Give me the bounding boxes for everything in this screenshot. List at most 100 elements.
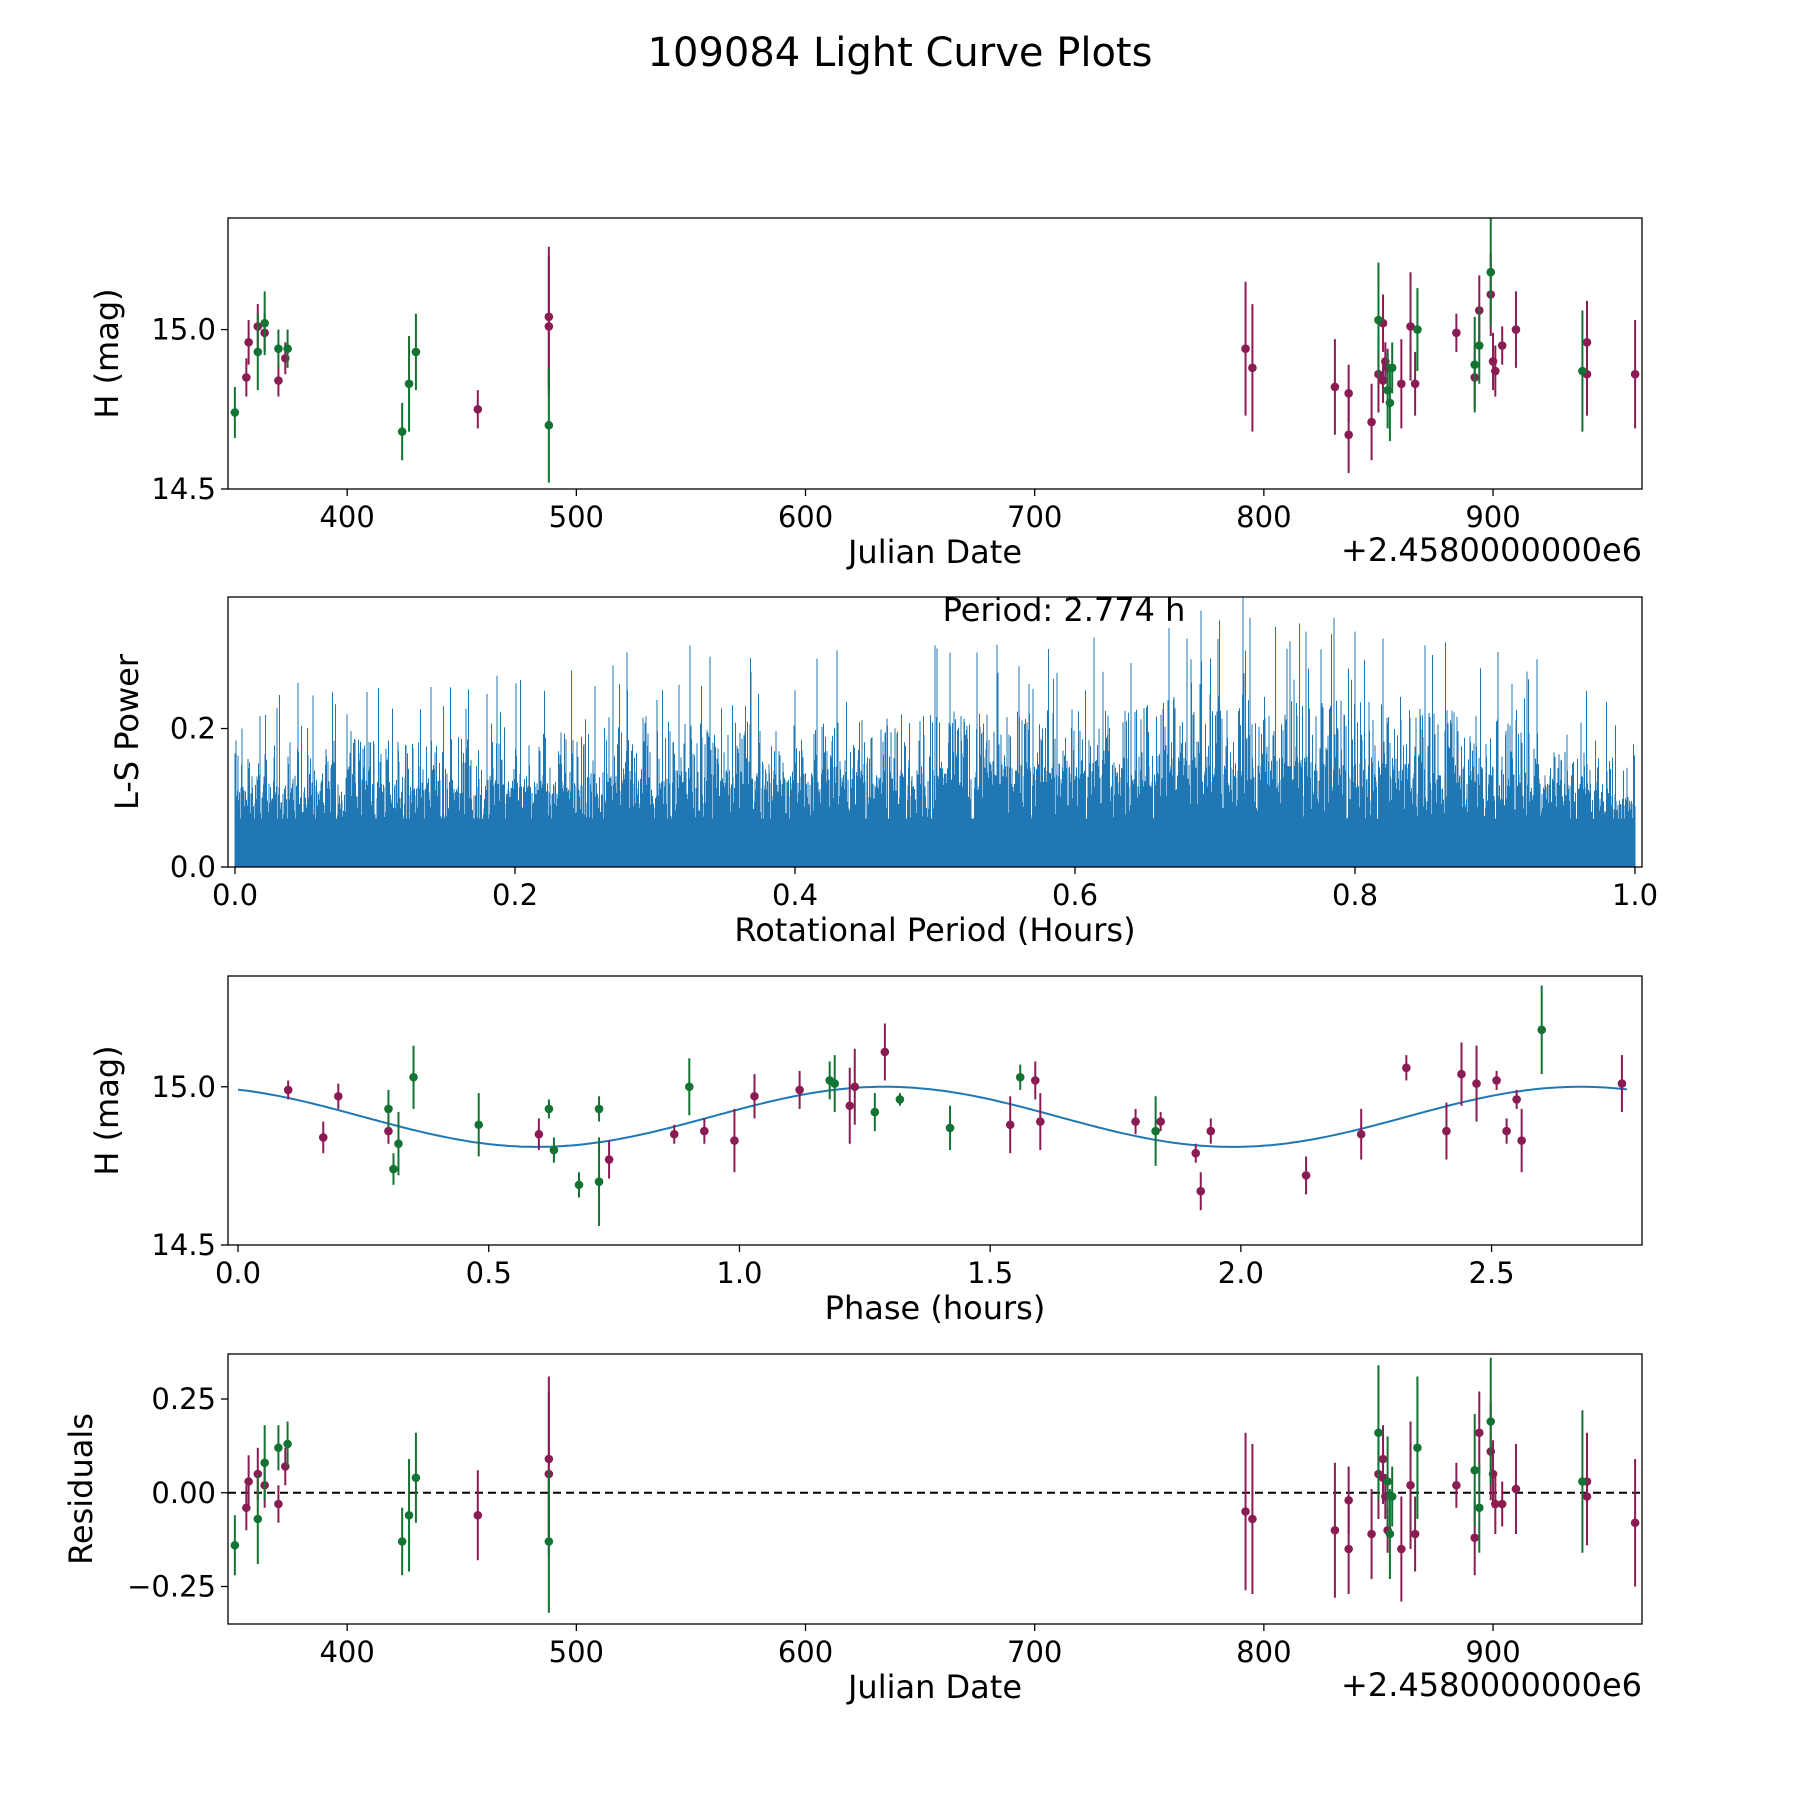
magenta-band-point — [850, 1082, 860, 1092]
magenta-band-point — [1397, 1544, 1406, 1554]
x-tick-label: 2.5 — [1469, 1256, 1515, 1290]
magenta-band-point — [283, 1085, 293, 1095]
figure-title: 109084 Light Curve Plots — [648, 30, 1153, 76]
magenta-band-point — [1356, 1129, 1366, 1139]
magenta-band-point — [1344, 1495, 1353, 1505]
green-band-point — [411, 347, 421, 357]
magenta-band-point — [1402, 1063, 1411, 1073]
green-band-point — [594, 1177, 604, 1187]
green-band-point — [397, 1537, 407, 1546]
magenta-band-point — [1442, 1126, 1451, 1136]
magenta-band-point — [1248, 363, 1257, 373]
y-tick-label: 14.5 — [151, 1228, 216, 1262]
magenta-band-point — [473, 1510, 483, 1520]
magenta-band-point — [1005, 1120, 1015, 1130]
green-band-point — [1578, 366, 1587, 376]
magenta-band-point — [334, 1091, 343, 1101]
magenta-band-point — [384, 1126, 393, 1136]
magenta-band-point — [1452, 328, 1461, 338]
magenta-band-point — [1512, 1095, 1521, 1104]
magenta-band-point — [1030, 1076, 1040, 1085]
magenta-band-point — [242, 373, 251, 382]
periodogram-fill — [235, 818, 1635, 867]
magenta-band-point — [274, 376, 283, 385]
green-band-point — [397, 427, 407, 436]
green-band-point — [544, 420, 554, 430]
magenta-band-point — [1406, 322, 1415, 331]
magenta-band-point — [318, 1133, 328, 1142]
x-tick-label: 0.2 — [492, 878, 538, 912]
magenta-band-point — [1470, 1533, 1480, 1543]
magenta-band-point — [544, 322, 554, 331]
residuals-ylabel: Residuals — [62, 1413, 100, 1565]
phase-ylabel: H (mag) — [88, 1045, 126, 1175]
magenta-band-point — [1344, 1544, 1353, 1554]
magenta-band-point — [1191, 1148, 1201, 1158]
periodogram-ylabel: L-S Power — [108, 653, 146, 810]
green-band-point — [870, 1107, 880, 1117]
magenta-band-point — [1410, 379, 1420, 389]
magenta-band-point — [1457, 1069, 1466, 1079]
green-band-point — [230, 408, 240, 417]
magenta-band-point — [1630, 1518, 1640, 1528]
plot-area — [237, 985, 1628, 1227]
magenta-band-point — [1497, 1499, 1507, 1509]
magenta-band-point — [1474, 1428, 1484, 1438]
magenta-band-point — [880, 1047, 890, 1057]
magenta-band-point — [1617, 1079, 1627, 1088]
magenta-band-point — [1248, 1514, 1257, 1524]
residuals-xlabel: Julian Date — [846, 1668, 1022, 1706]
green-band-point — [1015, 1072, 1025, 1082]
x-tick-label: 600 — [778, 500, 833, 534]
x-tick-label: 900 — [1465, 500, 1520, 534]
green-band-point — [1470, 360, 1480, 369]
y-tick-label: 0.2 — [170, 712, 216, 746]
green-band-point — [404, 379, 414, 389]
green-band-point — [283, 1439, 292, 1449]
x-tick-label: 500 — [549, 1635, 604, 1669]
green-band-point — [685, 1082, 694, 1092]
magenta-band-point — [1491, 366, 1500, 376]
green-band-point — [895, 1095, 905, 1104]
magenta-band-point — [1301, 1171, 1311, 1180]
green-band-point — [283, 344, 292, 354]
green-band-point — [1474, 341, 1484, 350]
plot-area — [234, 597, 1636, 867]
magenta-band-point — [1378, 1454, 1388, 1464]
green-band-point — [574, 1180, 584, 1190]
periodogram-panel: Rotational Period (Hours) L-S Power Peri… — [108, 591, 1658, 949]
magenta-band-point — [1035, 1117, 1045, 1126]
residuals-panel: Julian Date Residuals +2.4580000000e6 40… — [62, 1353, 1643, 1706]
magenta-band-point — [604, 1155, 614, 1164]
magenta-band-point — [1241, 344, 1250, 354]
x-tick-label: 0.0 — [212, 878, 258, 912]
magenta-band-point — [473, 404, 483, 414]
plot-area — [228, 1357, 1642, 1613]
periodogram-xlabel: Rotational Period (Hours) — [734, 911, 1135, 949]
green-band-point — [1374, 1428, 1383, 1438]
green-band-point — [1413, 325, 1422, 334]
green-band-point — [945, 1123, 955, 1133]
green-band-point — [830, 1079, 840, 1088]
magenta-band-point — [1241, 1507, 1250, 1516]
magenta-band-point — [1472, 1079, 1481, 1088]
green-band-point — [394, 1139, 403, 1149]
y-tick-label: 14.5 — [151, 472, 216, 506]
magenta-band-point — [1517, 1136, 1526, 1145]
x-tick-label: 800 — [1236, 500, 1291, 534]
green-band-point — [1151, 1126, 1160, 1136]
magenta-band-point — [1397, 379, 1406, 389]
green-band-point — [1474, 1503, 1484, 1513]
green-band-point — [253, 347, 263, 357]
green-band-point — [411, 1473, 421, 1483]
x-tick-label: 600 — [778, 1635, 833, 1669]
magenta-band-point — [1492, 1076, 1501, 1085]
y-tick-label: 15.0 — [151, 313, 216, 347]
magenta-band-point — [1452, 1480, 1461, 1490]
residuals-offset: +2.4580000000e6 — [1341, 1666, 1642, 1704]
y-tick-label: 0.25 — [151, 1382, 216, 1416]
y-tick-label: 15.0 — [151, 1070, 216, 1104]
green-band-point — [253, 1514, 263, 1524]
x-tick-label: 400 — [319, 500, 374, 534]
